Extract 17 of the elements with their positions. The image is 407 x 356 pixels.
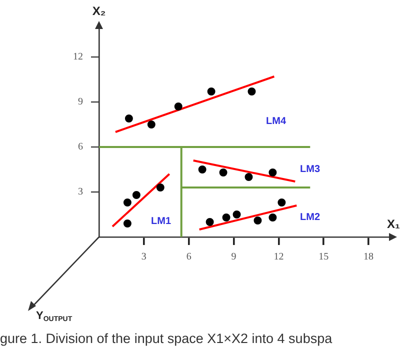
x-axis-title: X₁ bbox=[387, 217, 400, 231]
y-tick-label: 9 bbox=[78, 96, 83, 108]
x-tick-label: 6 bbox=[186, 252, 192, 263]
y-tick-label: 3 bbox=[78, 186, 83, 198]
annotation: LM1 bbox=[151, 216, 172, 227]
y-axis-title: X₂ bbox=[92, 4, 106, 18]
y-tick-label: 6 bbox=[78, 142, 83, 153]
x-tick-label: 15 bbox=[318, 252, 329, 263]
x-tick-label: 3 bbox=[141, 252, 146, 263]
x-tick-label: 9 bbox=[231, 252, 236, 263]
annotation: LM2 bbox=[300, 212, 320, 223]
text: gure 1. Division of the input space X1×X2 into 4 subspa bbox=[0, 331, 334, 346]
annotation: LM4 bbox=[266, 116, 286, 127]
x-tick-label: 12 bbox=[274, 252, 284, 263]
x-tick-label: 18 bbox=[364, 252, 374, 263]
y-tick-label: 12 bbox=[73, 52, 83, 63]
annotation: LM3 bbox=[300, 164, 320, 175]
